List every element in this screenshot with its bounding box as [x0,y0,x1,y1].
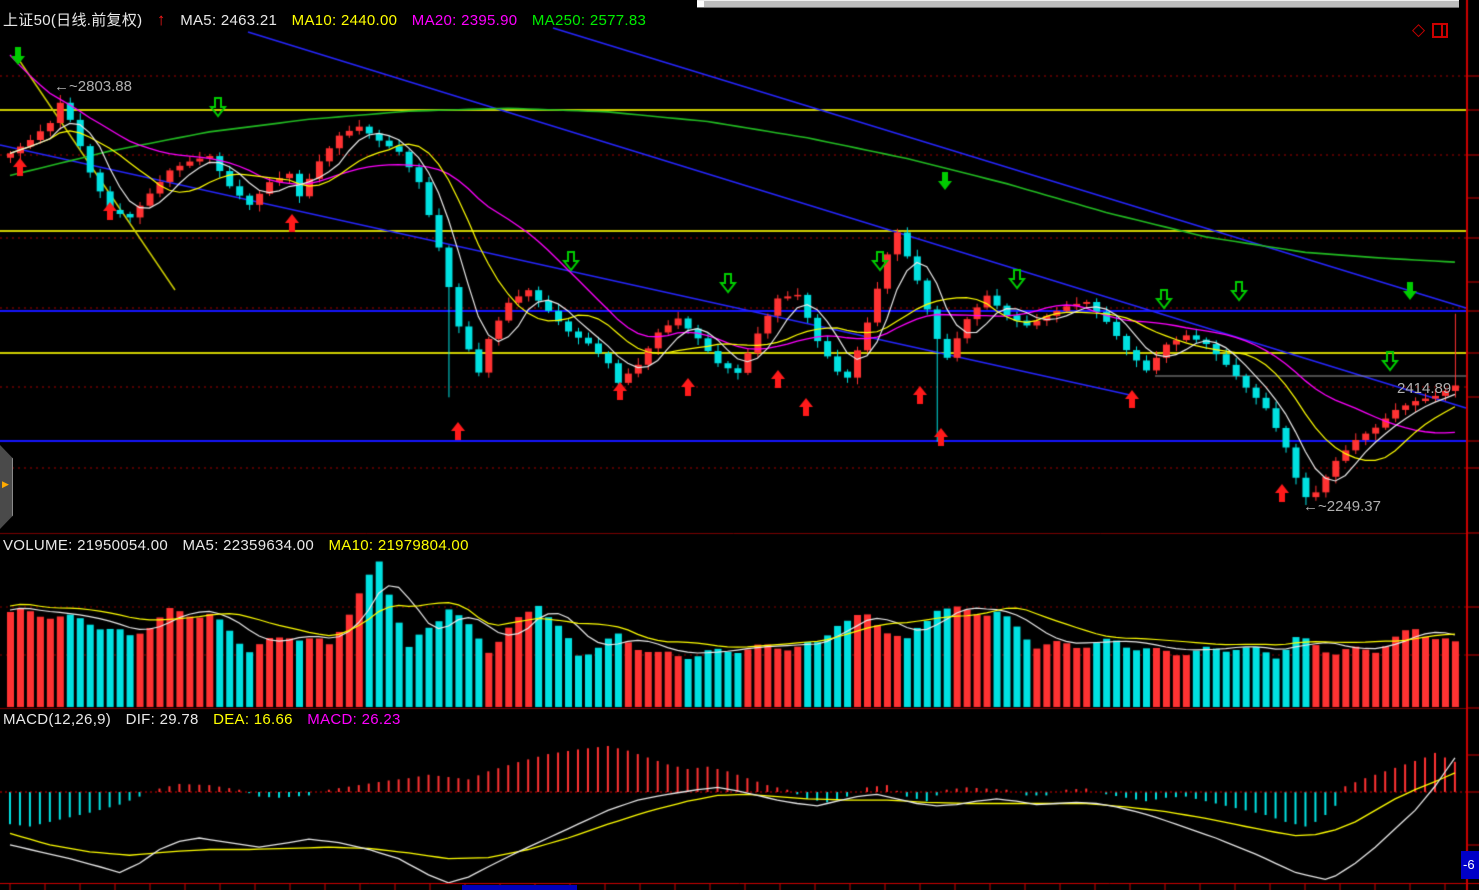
volume-ma5-value: MA5: 22359634.00 [182,537,315,554]
diamond-icon[interactable]: ◇ [1412,20,1426,39]
split-window-icon-bar [1440,24,1443,36]
volume-value: VOLUME: 21950054.00 [3,537,168,554]
macd-axis-badge: -6 [1461,851,1479,879]
macd-value: MACD: 26.23 [307,711,401,728]
volume-ma10-value: MA10: 21979804.00 [328,537,469,554]
dea-value: DEA: 16.66 [213,711,293,728]
dif-value: DIF: 29.78 [125,711,199,728]
ma250-value: MA250: 2577.83 [531,12,647,29]
macd-pane-header: MACD(12,26,9) DIF: 29.78 DEA: 16.66 MACD… [3,711,411,728]
corner-icons: ◇ [1412,20,1449,39]
h-scrollbar-thumb[interactable] [462,885,577,890]
ma5-value: MA5: 2463.21 [180,12,278,29]
up-arrow-icon: ↑ [156,10,166,29]
macd-name: MACD(12,26,9) [3,711,112,728]
split-window-icon[interactable] [1432,22,1449,38]
chart-title: 上证50(日线.前复权) [3,12,143,29]
left-panel-expand-handle[interactable]: ▶ [0,445,13,529]
annotation-last-price: 2414.89 [1397,380,1452,397]
annotation-low-price: ←~2249.37 [1303,498,1381,515]
top-splitter-cap [697,1,704,7]
annotation-high-price: ←~2803.88 [54,78,132,95]
main-pane-header: 上证50(日线.前复权) ↑ MA5: 2463.21 MA10: 2440.0… [3,9,656,30]
ma10-value: MA10: 2440.00 [291,12,398,29]
expand-triangle-icon: ▶ [2,479,9,489]
volume-pane-header: VOLUME: 21950054.00 MA5: 22359634.00 MA1… [3,537,479,554]
top-splitter-strip[interactable] [697,0,1459,8]
ma20-value: MA20: 2395.90 [411,12,518,29]
